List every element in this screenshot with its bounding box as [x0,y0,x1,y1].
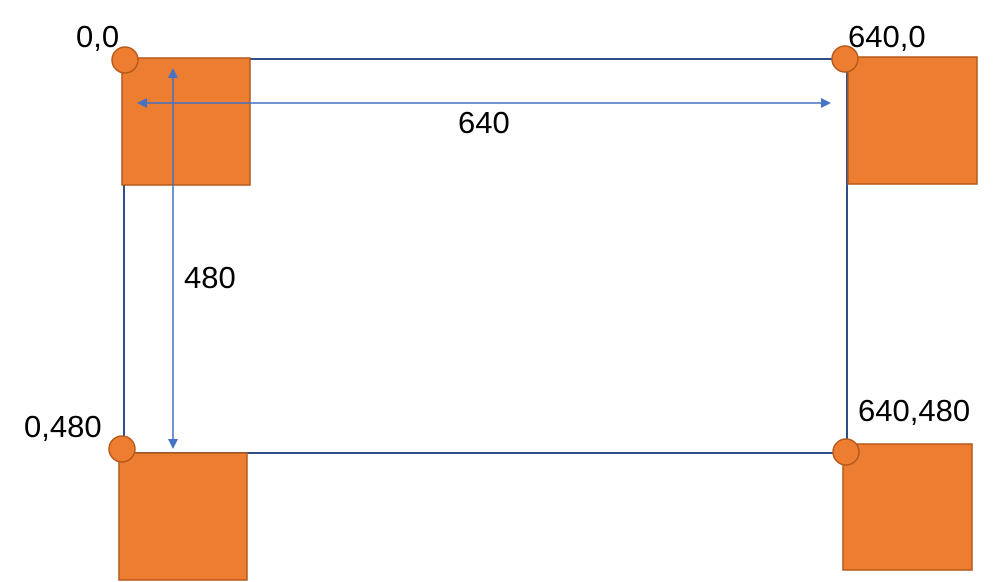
corner-point-top-right [831,45,859,73]
square-bottom-right [842,443,973,571]
label-width: 640 [458,105,510,140]
corner-point-top-left [111,46,139,74]
label-bottom-right: 640,480 [858,393,970,428]
label-bottom-left: 0,480 [24,409,102,444]
square-bottom-left [118,452,248,581]
square-top-left [121,57,251,186]
screen-rectangle [123,58,848,454]
label-height: 480 [184,260,236,295]
corner-point-bottom-right [832,438,860,466]
square-top-right [847,56,978,185]
label-top-right: 640,0 [848,19,926,54]
label-top-left: 0,0 [76,19,119,54]
corner-point-bottom-left [108,435,136,463]
